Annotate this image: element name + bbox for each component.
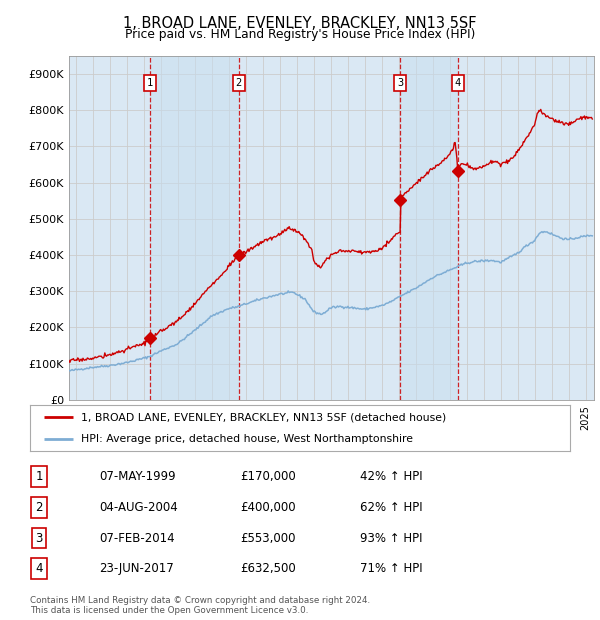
Text: 3: 3 (35, 531, 43, 544)
Text: HPI: Average price, detached house, West Northamptonshire: HPI: Average price, detached house, West… (82, 434, 413, 444)
Text: £553,000: £553,000 (240, 531, 296, 544)
Text: 2: 2 (35, 501, 43, 514)
Text: This data is licensed under the Open Government Licence v3.0.: This data is licensed under the Open Gov… (30, 606, 308, 616)
Text: 1: 1 (35, 470, 43, 483)
Text: £632,500: £632,500 (240, 562, 296, 575)
Text: 04-AUG-2004: 04-AUG-2004 (99, 501, 178, 514)
Text: Contains HM Land Registry data © Crown copyright and database right 2024.: Contains HM Land Registry data © Crown c… (30, 596, 370, 606)
Text: 71% ↑ HPI: 71% ↑ HPI (360, 562, 422, 575)
Text: 3: 3 (397, 78, 403, 88)
Text: £170,000: £170,000 (240, 470, 296, 483)
Text: 4: 4 (455, 78, 461, 88)
Text: 07-FEB-2014: 07-FEB-2014 (99, 531, 175, 544)
Text: 62% ↑ HPI: 62% ↑ HPI (360, 501, 422, 514)
Text: £400,000: £400,000 (240, 501, 296, 514)
Text: 07-MAY-1999: 07-MAY-1999 (99, 470, 176, 483)
Text: 1: 1 (146, 78, 153, 88)
Text: 42% ↑ HPI: 42% ↑ HPI (360, 470, 422, 483)
Text: 2: 2 (236, 78, 242, 88)
Text: 1, BROAD LANE, EVENLEY, BRACKLEY, NN13 5SF (detached house): 1, BROAD LANE, EVENLEY, BRACKLEY, NN13 5… (82, 412, 446, 422)
Text: 1, BROAD LANE, EVENLEY, BRACKLEY, NN13 5SF: 1, BROAD LANE, EVENLEY, BRACKLEY, NN13 5… (123, 16, 477, 31)
Text: 93% ↑ HPI: 93% ↑ HPI (360, 531, 422, 544)
Bar (400, 56, 458, 400)
Text: 23-JUN-2017: 23-JUN-2017 (99, 562, 174, 575)
Text: Price paid vs. HM Land Registry's House Price Index (HPI): Price paid vs. HM Land Registry's House … (125, 28, 475, 41)
Text: 4: 4 (35, 562, 43, 575)
Bar (150, 56, 239, 400)
